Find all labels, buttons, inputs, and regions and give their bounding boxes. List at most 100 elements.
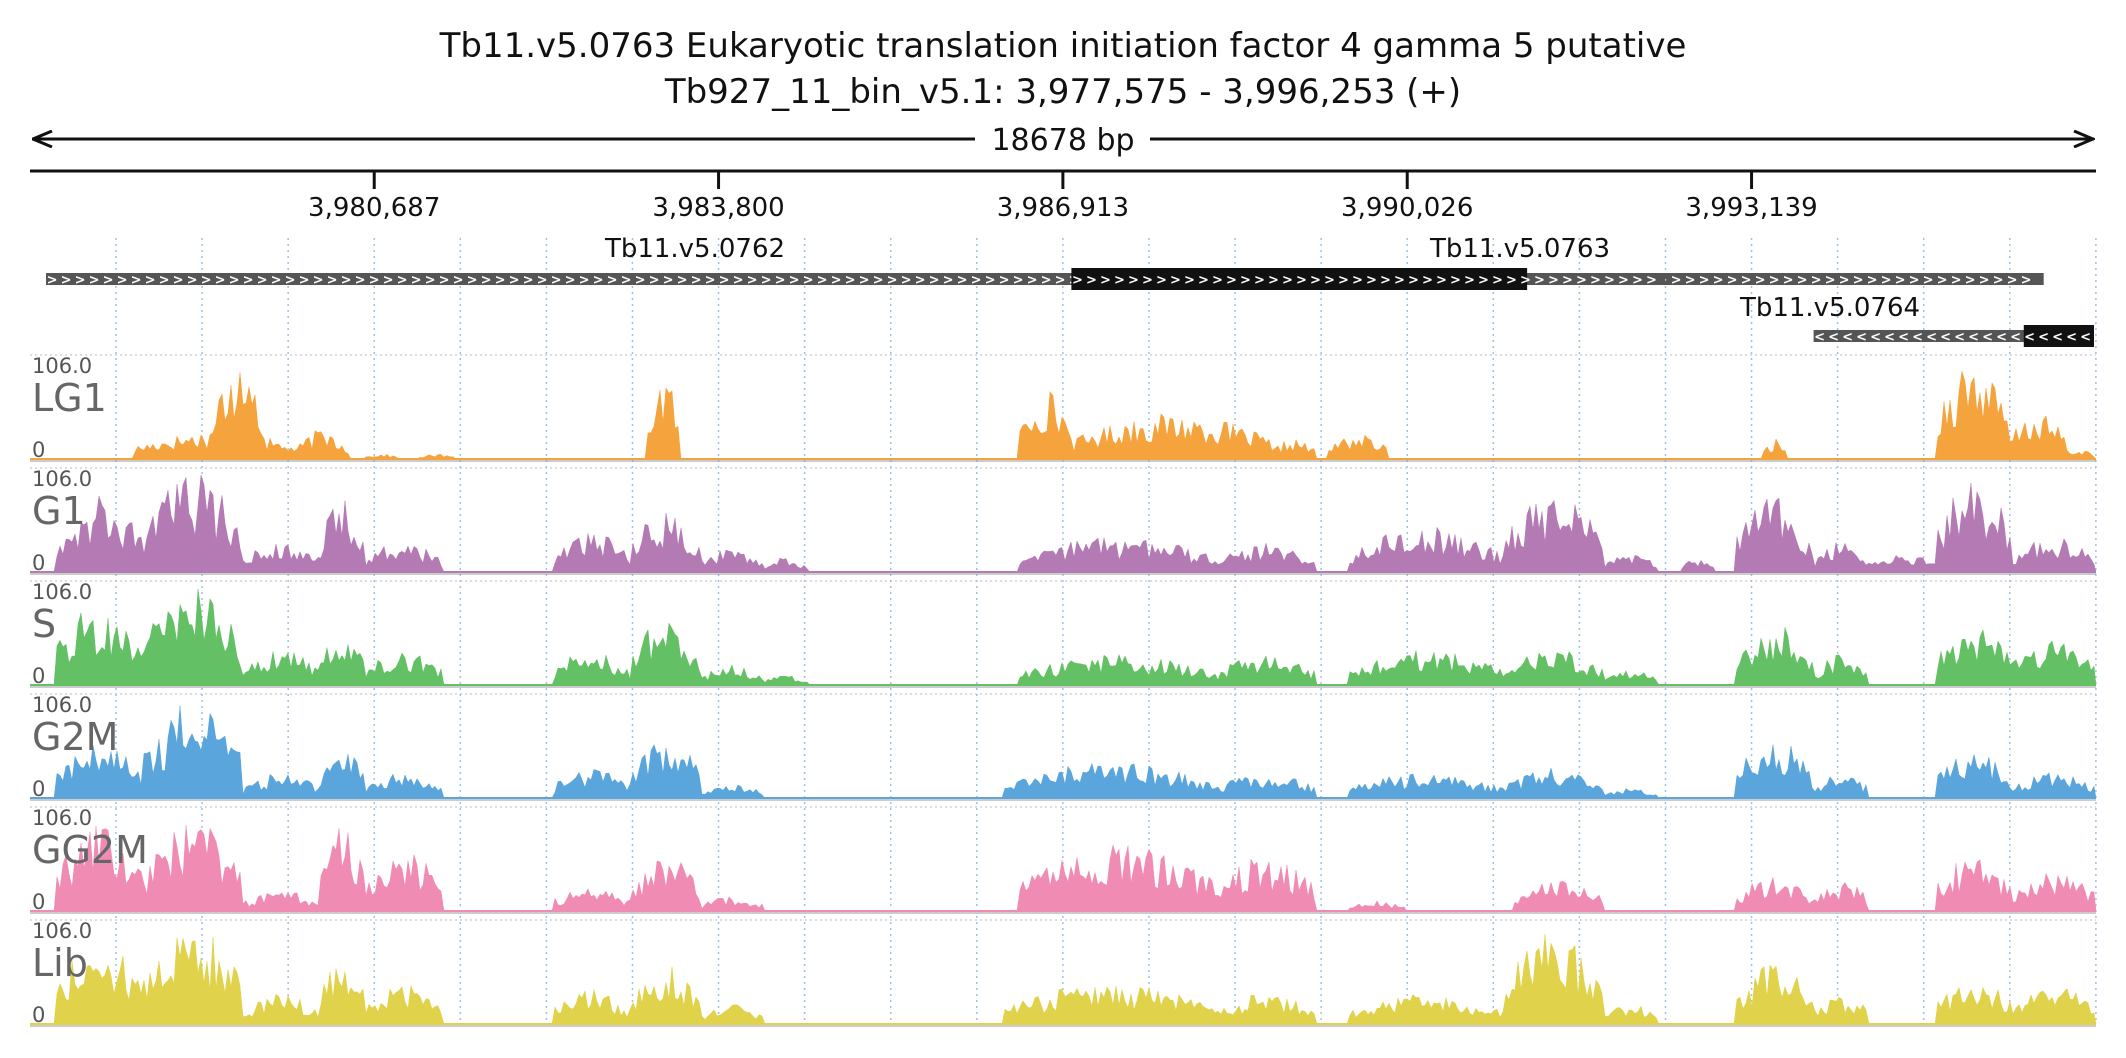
strand-chevron: > xyxy=(173,273,184,288)
strand-chevron: < xyxy=(2052,330,2063,345)
strand-chevron: > xyxy=(789,273,800,288)
track-name: G2M xyxy=(32,715,118,759)
strand-chevron: < xyxy=(1996,330,2007,345)
gridlines xyxy=(115,238,2097,1020)
strand-chevron: > xyxy=(565,273,576,288)
gene-label: Tb11.v5.0764 xyxy=(1739,293,1920,323)
strand-chevron: > xyxy=(1618,273,1629,288)
strand-chevron: > xyxy=(1394,273,1405,288)
track-g2m: 106.0 0 G2M xyxy=(30,693,2097,801)
strand-chevron: > xyxy=(733,273,744,288)
tick-label: 3,990,026 xyxy=(1341,193,1473,223)
span-indicator: 18678 bp xyxy=(32,123,2094,158)
strand-chevron: > xyxy=(131,273,142,288)
tick-label: 3,983,800 xyxy=(652,193,784,223)
strand-chevron: > xyxy=(1632,273,1643,288)
strand-chevron: > xyxy=(1965,273,1976,288)
strand-chevron: > xyxy=(915,273,926,288)
strand-chevron: > xyxy=(551,273,562,288)
gene-label: Tb11.v5.0762 xyxy=(604,234,785,264)
tick-label: 3,980,687 xyxy=(308,193,440,223)
track-name: G1 xyxy=(32,489,86,533)
strand-chevron: < xyxy=(1926,330,1937,345)
strand-chevron: > xyxy=(943,273,954,288)
strand-chevron: > xyxy=(649,273,660,288)
strand-chevron: > xyxy=(1839,273,1850,288)
strand-chevron: > xyxy=(187,273,198,288)
strand-chevron: < xyxy=(1814,330,1825,345)
track-name: LG1 xyxy=(32,376,107,420)
strand-chevron: > xyxy=(299,273,310,288)
strand-chevron: > xyxy=(89,273,100,288)
strand-chevron: < xyxy=(2024,330,2035,345)
track-ymax-label: 106.0 xyxy=(32,467,92,491)
strand-chevron: > xyxy=(159,273,170,288)
strand-chevron: > xyxy=(663,273,674,288)
track-ymin-label: 0 xyxy=(32,890,45,914)
strand-chevron: > xyxy=(761,273,772,288)
strand-chevron: > xyxy=(1797,273,1808,288)
strand-chevron: > xyxy=(215,273,226,288)
strand-chevron: > xyxy=(1212,273,1223,288)
strand-chevron: > xyxy=(271,273,282,288)
strand-chevron: > xyxy=(1156,273,1167,288)
strand-chevron: > xyxy=(1671,273,1682,288)
strand-chevron: > xyxy=(1436,273,1447,288)
strand-chevron: > xyxy=(453,273,464,288)
strand-chevron: > xyxy=(929,273,940,288)
strand-chevron: < xyxy=(1912,330,1923,345)
strand-chevron: > xyxy=(341,273,352,288)
strand-chevron: > xyxy=(1142,273,1153,288)
strand-chevron: > xyxy=(1072,273,1083,288)
strand-chevron: > xyxy=(1562,273,1573,288)
track-name: Lib xyxy=(32,941,88,985)
strand-chevron: > xyxy=(1951,273,1962,288)
strand-chevron: > xyxy=(145,273,156,288)
strand-chevron: > xyxy=(593,273,604,288)
strand-chevron: > xyxy=(1520,273,1531,288)
coverage-area xyxy=(30,588,2097,686)
coordinate-axis: 3,980,687 3,983,800 3,986,913 3,990,026 3,99… xyxy=(30,169,2096,223)
strand-chevron: > xyxy=(1027,273,1038,288)
strand-chevron: > xyxy=(1324,273,1335,288)
strand-chevron: < xyxy=(1898,330,1909,345)
track-lib: 106.0 0 Lib xyxy=(30,919,2097,1027)
strand-chevron: > xyxy=(579,273,590,288)
strand-chevron: > xyxy=(691,273,702,288)
strand-chevron: > xyxy=(2021,273,2032,288)
strand-chevron: > xyxy=(1198,273,1209,288)
strand-chevron: > xyxy=(1853,273,1864,288)
strand-chevron: > xyxy=(1979,273,1990,288)
strand-chevron: > xyxy=(621,273,632,288)
strand-chevron: > xyxy=(1685,273,1696,288)
strand-chevron: > xyxy=(1727,273,1738,288)
track-ymax-label: 106.0 xyxy=(32,919,92,943)
track-ymax-label: 106.0 xyxy=(32,580,92,604)
strand-chevron: < xyxy=(2066,330,2077,345)
strand-chevron: > xyxy=(1590,273,1601,288)
strand-chevron: > xyxy=(1534,273,1545,288)
strand-chevron: > xyxy=(1055,273,1066,288)
strand-chevron: > xyxy=(1713,273,1724,288)
strand-chevron: > xyxy=(1310,273,1321,288)
strand-chevron: > xyxy=(1422,273,1433,288)
strand-chevron: < xyxy=(1982,330,1993,345)
strand-chevron: > xyxy=(1226,273,1237,288)
coverage-area xyxy=(30,825,2097,912)
strand-chevron: > xyxy=(425,273,436,288)
strand-chevron: > xyxy=(803,273,814,288)
strand-chevron: > xyxy=(1604,273,1615,288)
strand-chevron: > xyxy=(47,273,58,288)
strand-chevron: > xyxy=(383,273,394,288)
strand-chevron: > xyxy=(845,273,856,288)
strand-chevron: > xyxy=(1755,273,1766,288)
strand-chevron: > xyxy=(1408,273,1419,288)
strand-chevron: > xyxy=(635,273,646,288)
gene-title: Tb11.v5.0763 Eukaryotic translation init… xyxy=(439,26,1687,66)
track-lg1: 106.0 0 LG1 xyxy=(30,354,2097,462)
coverage-area xyxy=(30,934,2097,1025)
strand-chevron: > xyxy=(1993,273,2004,288)
strand-chevron: > xyxy=(117,273,128,288)
